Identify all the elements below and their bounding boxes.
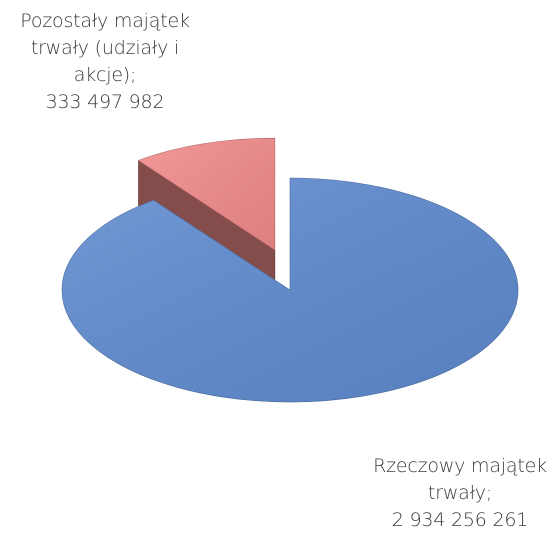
slice-label: Rzeczowy majątek trwały; 2 934 256 261 — [365, 453, 550, 534]
slice-shading — [62, 178, 519, 403]
slice-label: Pozostały majątek trwały (udziały i akcj… — [5, 8, 205, 116]
value-label: 333 497 982 — [45, 91, 165, 113]
value-label: 2 934 256 261 — [391, 509, 529, 531]
slice-shading — [138, 138, 275, 251]
category-label: Pozostały majątek trwały (udziały i akcj… — [20, 10, 190, 86]
category-label: Rzeczowy majątek trwały; — [373, 455, 547, 504]
